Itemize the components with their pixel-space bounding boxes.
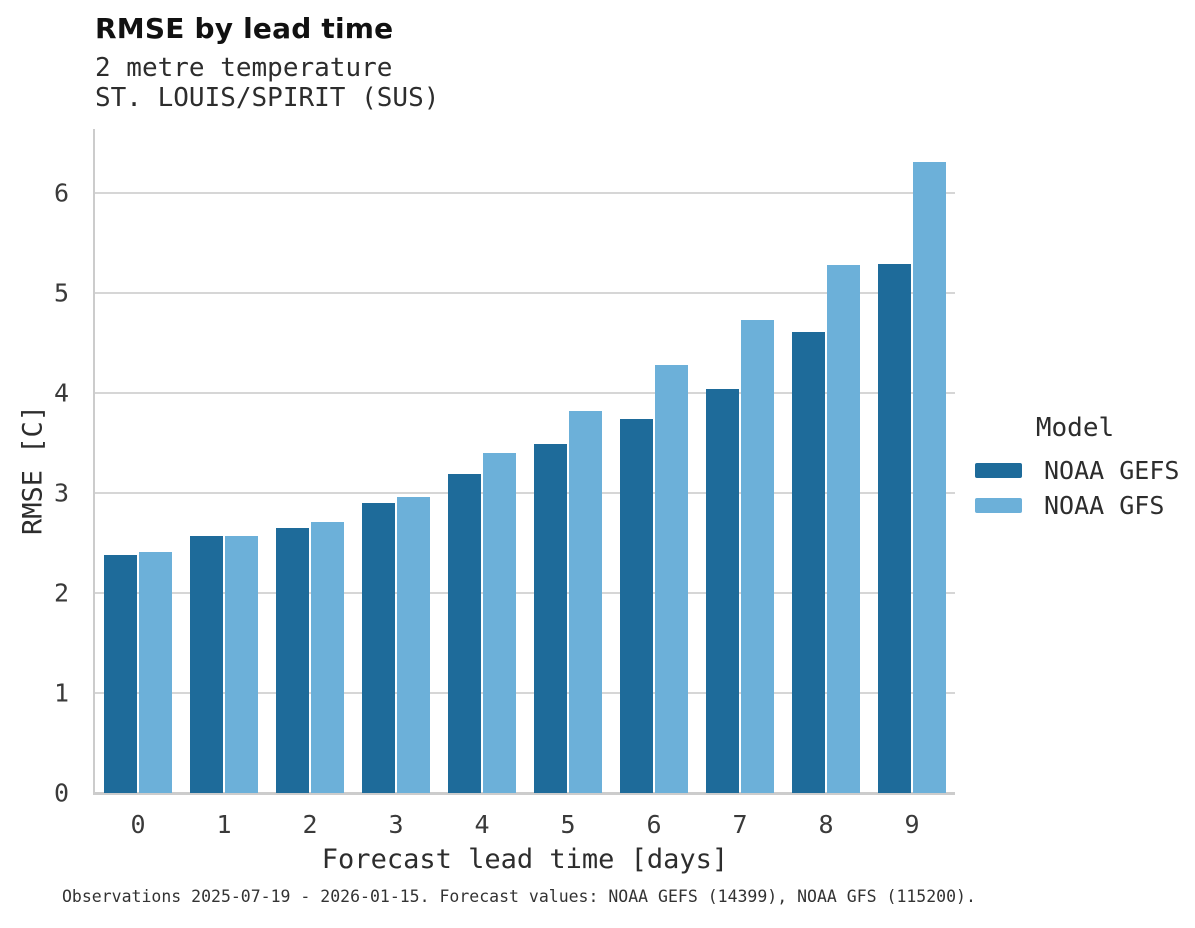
- gfs-legend-swatch: [975, 498, 1022, 513]
- y-axis-label: RMSE [C]: [17, 404, 49, 536]
- bar-noaa-gfs-lead-2: [311, 522, 344, 793]
- bar-noaa-gefs-lead-4: [448, 474, 481, 793]
- bar-noaa-gfs-lead-5: [569, 411, 602, 793]
- bar-noaa-gfs-lead-8: [827, 265, 860, 793]
- gefs-legend-label: NOAA GEFS: [1044, 456, 1180, 485]
- gridline-y-4: [95, 392, 955, 394]
- x-tick-label-9: 9: [904, 810, 920, 839]
- caption-footnote: Observations 2025-07-19 - 2026-01-15. Fo…: [62, 887, 976, 906]
- chart-subtitle: 2 metre temperature ST. LOUIS/SPIRIT (SU…: [95, 53, 439, 113]
- x-tick-label-6: 6: [646, 810, 662, 839]
- x-axis-label: Forecast lead time [days]: [321, 844, 729, 875]
- y-tick-label-6: 6: [53, 178, 69, 208]
- subtitle-station: ST. LOUIS/SPIRIT (SUS): [95, 83, 440, 113]
- gefs-legend-swatch: [975, 463, 1022, 478]
- gfs-legend-label: NOAA GFS: [1044, 491, 1165, 520]
- legend-item-gfs: NOAA GFS: [975, 488, 1175, 523]
- x-tick-label-7: 7: [732, 810, 748, 839]
- x-tick-label-8: 8: [818, 810, 834, 839]
- x-tick-label-4: 4: [474, 810, 490, 839]
- x-tick-label-5: 5: [560, 810, 576, 839]
- bar-noaa-gefs-lead-3: [362, 503, 395, 793]
- bar-noaa-gfs-lead-4: [483, 453, 516, 793]
- y-tick-label-3: 3: [53, 478, 69, 508]
- gridline-y-5: [95, 292, 955, 294]
- bar-noaa-gfs-lead-9: [913, 162, 946, 793]
- bar-noaa-gefs-lead-9: [878, 264, 911, 793]
- x-axis-spine: [93, 792, 955, 795]
- x-tick-label-2: 2: [302, 810, 318, 839]
- x-tick-label-3: 3: [388, 810, 404, 839]
- x-tick-label-0: 0: [130, 810, 146, 839]
- bar-noaa-gefs-lead-6: [620, 419, 653, 793]
- y-tick-label-1: 1: [53, 678, 69, 708]
- x-tick-label-1: 1: [216, 810, 232, 839]
- chart-title: RMSE by lead time: [95, 12, 394, 45]
- y-axis-spine: [93, 129, 95, 795]
- gridline-y-2: [95, 592, 955, 594]
- legend-title: Model: [1035, 413, 1115, 443]
- gridline-y-6: [95, 192, 955, 194]
- bar-noaa-gfs-lead-1: [225, 536, 258, 793]
- bar-noaa-gefs-lead-7: [706, 389, 739, 793]
- gridline-y-1: [95, 692, 955, 694]
- y-tick-label-2: 2: [53, 578, 69, 608]
- y-tick-label-0: 0: [53, 778, 69, 808]
- legend: Model NOAA GEFS NOAA GFS: [975, 412, 1179, 523]
- y-tick-label-5: 5: [53, 278, 69, 308]
- bar-noaa-gfs-lead-7: [741, 320, 774, 793]
- bar-noaa-gfs-lead-3: [397, 497, 430, 793]
- y-tick-label-4: 4: [53, 378, 69, 408]
- bar-noaa-gefs-lead-0: [104, 555, 137, 793]
- bar-noaa-gefs-lead-5: [534, 444, 567, 793]
- bar-noaa-gfs-lead-0: [139, 552, 172, 793]
- plot-area: [95, 129, 955, 793]
- gridline-y-3: [95, 492, 955, 494]
- subtitle-variable: 2 metre temperature: [95, 53, 393, 83]
- bar-noaa-gfs-lead-6: [655, 365, 688, 793]
- title-block: RMSE by lead time 2 metre temperature ST…: [95, 12, 439, 113]
- legend-item-gefs: NOAA GEFS: [975, 453, 1179, 488]
- bar-noaa-gefs-lead-1: [190, 536, 223, 793]
- bar-noaa-gefs-lead-2: [276, 528, 309, 793]
- bar-noaa-gefs-lead-8: [792, 332, 825, 793]
